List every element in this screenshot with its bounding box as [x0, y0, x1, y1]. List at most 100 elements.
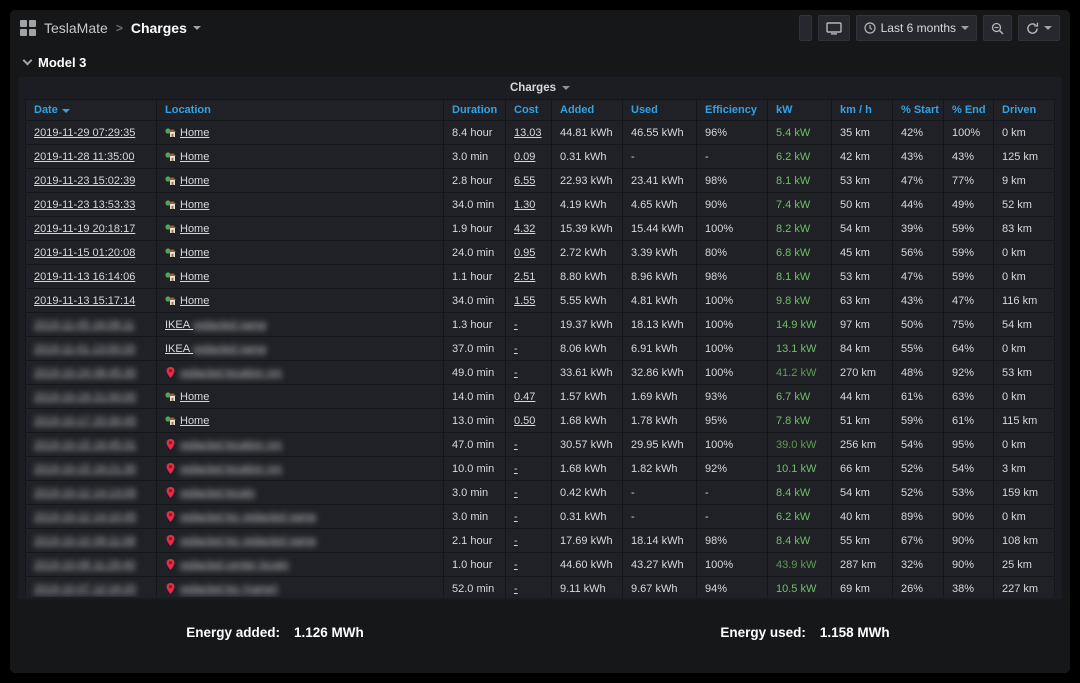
date-link[interactable]: 2019-10-19 21:00:00 [34, 390, 137, 403]
cost-link[interactable]: 1.55 [514, 294, 536, 307]
cost-link[interactable]: 4.32 [514, 222, 536, 235]
end-cell: 59% [943, 240, 994, 265]
date-cell: 2019-10-07 12:16:20 [25, 576, 157, 597]
date-link[interactable]: 2019-11-29 07:29:35 [34, 126, 136, 139]
charges-table-scroll[interactable]: Date Location Duration Cost Added Used E… [19, 99, 1061, 597]
zoom-out-button[interactable] [983, 15, 1012, 41]
location-link[interactable]: Home [180, 390, 210, 403]
column-header-added[interactable]: Added [551, 99, 623, 121]
date-link[interactable]: 2019-11-23 15:02:39 [34, 174, 136, 187]
clock-icon [864, 22, 876, 34]
location-link[interactable]: IKEA redacted name [165, 342, 267, 355]
column-header-cost[interactable]: Cost [505, 99, 552, 121]
breadcrumb-app[interactable]: TeslaMate [44, 20, 108, 36]
cost-link[interactable]: 0.95 [514, 246, 536, 259]
cost-link[interactable]: 13.03 [514, 126, 542, 139]
cost-link[interactable]: - [514, 366, 518, 379]
kmh-cell: 63 km [831, 288, 893, 313]
location-link[interactable]: redacted loc (name) [180, 582, 278, 595]
column-header-kw[interactable]: kW [767, 99, 832, 121]
date-link[interactable]: 2019-10-10 09:11:08 [34, 534, 136, 547]
location-link[interactable]: Home [180, 270, 210, 283]
column-header-kmh[interactable]: km / h [831, 99, 893, 121]
location-link[interactable]: Home [180, 222, 210, 235]
date-link[interactable]: 2019-10-24 08:45:30 [34, 366, 137, 379]
table-row: 2019-11-13 16:14:06 Home 1.1 hour 2.51 8… [25, 264, 1055, 289]
location-link[interactable]: Home [180, 126, 210, 139]
date-link[interactable]: 2019-11-13 16:14:06 [34, 270, 136, 283]
location-link[interactable]: Home [180, 174, 210, 187]
toolbar-narrow-button[interactable] [798, 15, 812, 41]
location-link[interactable]: IKEA redacted name [165, 318, 267, 331]
panel-title-menu[interactable]: Charges [19, 77, 1061, 99]
location-link[interactable]: redacted center locatn [180, 558, 289, 571]
location-link[interactable]: redacted location nm [180, 462, 283, 475]
date-link[interactable]: 2019-11-19 20:18:17 [34, 222, 136, 235]
location-link[interactable]: Home [180, 150, 210, 163]
cost-link[interactable]: - [514, 558, 518, 571]
cost-link[interactable]: 2.51 [514, 270, 536, 283]
date-link[interactable]: 2019-11-01 13:00:20 [34, 342, 136, 355]
cost-link[interactable]: 6.55 [514, 174, 536, 187]
date-link[interactable]: 2019-10-15 16:45:31 [34, 438, 137, 451]
cost-link[interactable]: - [514, 342, 518, 355]
date-link[interactable]: 2019-10-12 14:13:09 [34, 486, 137, 499]
cost-link[interactable]: - [514, 318, 518, 331]
column-header-efficiency[interactable]: Efficiency [696, 99, 768, 121]
date-link[interactable]: 2019-11-28 11:35:00 [34, 150, 135, 163]
column-header-location[interactable]: Location [156, 99, 444, 121]
column-header-duration[interactable]: Duration [443, 99, 506, 121]
column-header-start[interactable]: % Start [892, 99, 944, 121]
cost-link[interactable]: - [514, 582, 518, 595]
date-link[interactable]: 2019-11-05 16:08:11 [34, 318, 135, 331]
column-header-used[interactable]: Used [622, 99, 697, 121]
location-link[interactable]: redacted locatn [180, 486, 256, 499]
energy-added-label: Energy added: [186, 624, 280, 640]
driven-cell: 115 km [993, 408, 1055, 433]
table-row: 2019-10-24 08:45:30 redacted location nm… [25, 360, 1055, 385]
location-link[interactable]: Home [180, 198, 210, 211]
tv-mode-button[interactable] [817, 15, 850, 41]
cost-link[interactable]: 0.47 [514, 390, 536, 403]
cost-link[interactable]: - [514, 534, 518, 547]
location-link[interactable]: redacted location nm [180, 366, 283, 379]
cost-link[interactable]: 0.09 [514, 150, 536, 163]
breadcrumb-dashboard[interactable]: Charges [131, 20, 201, 36]
dashboard-row-model3[interactable]: Model 3 [10, 48, 1070, 76]
location-link[interactable]: Home [180, 246, 210, 259]
cost-link[interactable]: - [514, 486, 518, 499]
table-row: 2019-11-15 01:20:08 Home 24.0 min 0.95 2… [25, 240, 1055, 265]
date-link[interactable]: 2019-10-07 12:16:20 [34, 582, 137, 595]
cost-link[interactable]: - [514, 510, 518, 523]
refresh-button[interactable] [1018, 15, 1060, 41]
date-link[interactable]: 2019-11-13 15:17:14 [34, 294, 136, 307]
cost-link[interactable]: - [514, 438, 518, 451]
date-link[interactable]: 2019-11-23 13:53:33 [34, 198, 136, 211]
date-link[interactable]: 2019-10-12 14:10:45 [34, 510, 137, 523]
date-link[interactable]: 2019-10-08 11:29:40 [34, 558, 136, 571]
used-cell: 1.69 kWh [622, 384, 697, 409]
date-link[interactable]: 2019-11-15 01:20:08 [34, 246, 136, 259]
refresh-interval-dropdown-icon[interactable] [1044, 26, 1052, 30]
column-header-date[interactable]: Date [25, 99, 157, 121]
location-link[interactable]: redacted loc redacted name [180, 534, 317, 547]
cost-link[interactable]: - [514, 462, 518, 475]
end-cell: 63% [943, 384, 994, 409]
cost-link[interactable]: 1.30 [514, 198, 536, 211]
apps-grid-icon[interactable] [20, 20, 36, 36]
used-cell: 23.41 kWh [622, 168, 697, 193]
location-link[interactable]: Home [180, 414, 210, 427]
location-link[interactable]: redacted loc redacted name [180, 510, 317, 523]
location-link[interactable]: redacted location nm [180, 438, 283, 451]
kmh-cell: 54 km [831, 480, 893, 505]
location-link[interactable]: Home [180, 294, 210, 307]
date-link[interactable]: 2019-10-15 16:21:30 [34, 462, 137, 475]
pin-icon [165, 511, 176, 522]
column-header-end[interactable]: % End [943, 99, 994, 121]
column-header-driven[interactable]: Driven [993, 99, 1055, 121]
cost-link[interactable]: 0.50 [514, 414, 536, 427]
date-link[interactable]: 2019-10-17 20:30:45 [34, 414, 137, 427]
driven-cell: 83 km [993, 216, 1055, 241]
time-range-picker[interactable]: Last 6 months [855, 15, 977, 41]
kmh-cell: 40 km [831, 504, 893, 529]
